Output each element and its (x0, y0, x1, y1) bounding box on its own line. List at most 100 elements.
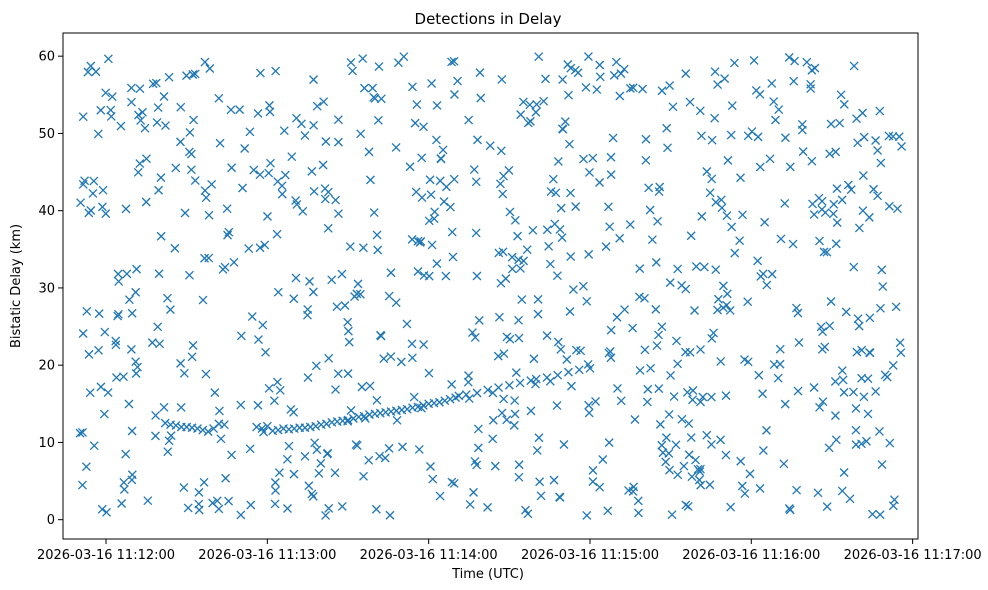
clutter-detection-point (502, 415, 512, 425)
clutter-detection-point (556, 344, 566, 354)
clutter-detection-point (635, 292, 644, 302)
clutter-detection-point (598, 455, 608, 464)
clutter-detection-point (374, 62, 384, 72)
clutter-detection-point (78, 427, 87, 437)
clutter-detection-point (499, 349, 509, 359)
clutter-detection-point (190, 176, 200, 186)
clutter-detection-point (244, 244, 254, 253)
track-detection-point (472, 388, 482, 398)
clutter-detection-point (658, 448, 668, 458)
clutter-detection-point (510, 396, 520, 406)
clutter-detection-point (565, 307, 575, 316)
clutter-detection-point (544, 241, 554, 251)
clutter-detection-point (214, 93, 224, 103)
clutter-detection-point (570, 65, 580, 75)
clutter-detection-point (588, 465, 598, 475)
clutter-detection-point (391, 142, 401, 152)
clutter-detection-point (469, 165, 479, 174)
track-detection-point (252, 422, 262, 432)
clutter-detection-point (415, 237, 425, 247)
clutter-detection-point (280, 170, 290, 180)
clutter-detection-point (762, 425, 771, 435)
plot-frame (62, 32, 919, 540)
clutter-detection-point (726, 502, 736, 512)
clutter-detection-point (774, 105, 784, 114)
clutter-detection-point (464, 394, 474, 403)
clutter-detection-point (832, 218, 842, 228)
clutter-detection-point (102, 507, 112, 517)
clutter-detection-point (613, 383, 622, 393)
clutter-detection-point (240, 144, 250, 153)
clutter-detection-point (888, 132, 898, 141)
clutter-detection-point (127, 308, 137, 318)
clutter-detection-point (124, 295, 134, 305)
clutter-detection-point (698, 392, 708, 402)
track-detection-point (359, 411, 369, 421)
clutter-detection-point (187, 352, 197, 362)
clutter-detection-point (282, 454, 292, 464)
y-tick-label: 50 (38, 127, 55, 142)
clutter-detection-point (485, 141, 495, 151)
chart-title: Detections in Delay (415, 10, 562, 28)
clutter-detection-point (465, 500, 475, 509)
clutter-detection-point (358, 54, 368, 64)
clutter-detection-point (283, 504, 292, 513)
clutter-detection-point (809, 210, 819, 220)
clutter-detection-point (469, 487, 478, 497)
clutter-detection-point (646, 363, 656, 373)
clutter-detection-point (427, 240, 437, 250)
clutter-detection-point (133, 110, 143, 120)
clutter-detection-point (260, 240, 270, 250)
clutter-detection-point (640, 345, 650, 355)
clutter-detection-point (75, 428, 85, 438)
clutter-detection-point (775, 344, 785, 354)
clutter-detection-point (780, 198, 790, 208)
clutter-detection-point (164, 72, 174, 82)
clutter-detection-point (161, 121, 170, 131)
clutter-detection-point (643, 384, 653, 394)
clutter-detection-point (439, 197, 449, 207)
clutter-detection-point (488, 415, 498, 425)
clutter-detection-point (352, 289, 362, 299)
clutter-detection-point (851, 403, 861, 413)
clutter-detection-point (601, 242, 611, 252)
clutter-detection-point (897, 141, 907, 151)
clutter-detection-point (111, 336, 121, 346)
clutter-detection-point (713, 294, 723, 304)
clutter-detection-point (696, 464, 705, 474)
clutter-detection-point (859, 132, 869, 142)
clutter-detection-point (359, 471, 368, 481)
clutter-detection-point (380, 453, 390, 463)
track-detection-point (311, 421, 321, 431)
clutter-detection-point (604, 348, 614, 358)
clutter-detection-point (713, 80, 723, 90)
clutter-detection-point (94, 309, 104, 319)
clutter-detection-point (873, 145, 883, 155)
clutter-detection-point (212, 496, 222, 506)
clutter-detection-point (647, 235, 657, 245)
clutter-detection-point (751, 86, 761, 95)
clutter-detection-point (824, 443, 834, 453)
clutter-detection-point (571, 202, 581, 212)
clutter-detection-point (568, 285, 578, 295)
clutter-detection-point (876, 303, 885, 313)
clutter-detection-point (435, 491, 445, 501)
clutter-detection-point (138, 107, 147, 117)
clutter-detection-point (204, 253, 214, 263)
clutter-detection-point (560, 117, 570, 127)
clutter-detection-point (830, 411, 840, 421)
track-detection-point (434, 397, 444, 407)
clutter-detection-point (888, 360, 898, 370)
clutter-detection-point (835, 118, 845, 128)
track-detection-point (461, 390, 471, 399)
clutter-detection-point (117, 499, 127, 508)
clutter-detection-point (838, 375, 848, 385)
clutter-detection-point (683, 501, 693, 511)
track-detection-point (542, 373, 552, 383)
clutter-detection-point (723, 155, 733, 165)
clutter-detection-point (606, 170, 616, 180)
clutter-detection-point (504, 165, 514, 175)
clutter-detection-point (620, 305, 630, 315)
clutter-detection-point (606, 152, 616, 162)
clutter-detection-point (542, 331, 552, 341)
